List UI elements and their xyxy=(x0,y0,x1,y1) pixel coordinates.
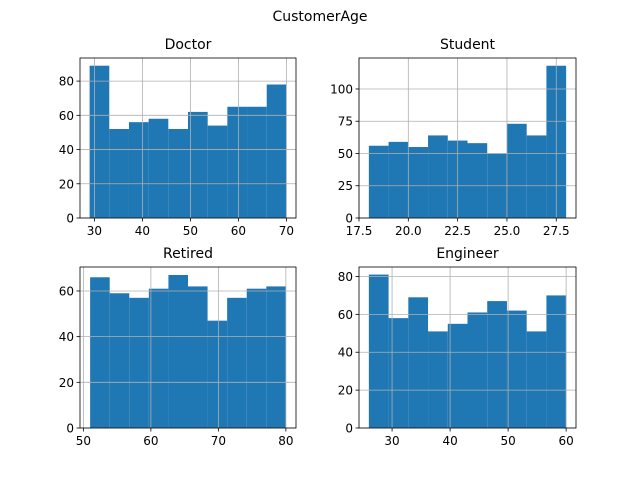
histogram-bar xyxy=(368,274,389,428)
x-tick-label: 50 xyxy=(76,434,91,448)
axes-frame xyxy=(79,57,297,219)
histogram-bar xyxy=(188,111,208,218)
histogram-bar xyxy=(148,288,169,428)
x-tick-label: 40 xyxy=(442,434,457,448)
y-tick-label: 20 xyxy=(59,177,74,191)
x-tick-label: 50 xyxy=(183,224,198,238)
histogram-bar xyxy=(89,65,110,218)
y-tick-label: 20 xyxy=(338,384,353,398)
histogram-bar xyxy=(90,277,110,428)
histogram-bar xyxy=(207,125,228,218)
axes-frame xyxy=(358,266,577,429)
y-tick-label: 0 xyxy=(345,212,353,226)
histogram-bar xyxy=(148,118,169,218)
y-tick-label: 80 xyxy=(59,75,74,89)
x-tick-label: 60 xyxy=(143,434,158,448)
histogram-bar xyxy=(506,123,527,218)
y-tick-label: 0 xyxy=(66,212,74,226)
histogram-bar xyxy=(408,297,429,428)
subplot-student: 17.5 20.0 22.5 25.0 27.5 0 25 50 75 100 Student xyxy=(330,37,577,238)
y-tick-label: 50 xyxy=(338,147,353,161)
subplot-engineer: 30 40 50 60 0 20 40 60 80 Engineer xyxy=(338,246,577,448)
histogram-bar xyxy=(266,84,287,218)
histogram-bar xyxy=(526,135,547,218)
y-tick-label: 40 xyxy=(59,330,74,344)
x-tick-label: 30 xyxy=(87,224,102,238)
histogram-bar xyxy=(428,331,448,428)
subplot-title: Doctor xyxy=(165,37,212,53)
y-tick-label: 60 xyxy=(59,284,74,298)
x-tick-label: 22.5 xyxy=(444,224,471,238)
subplot-doctor: 30 40 50 60 70 0 20 40 60 80 Doctor xyxy=(59,37,297,238)
x-tick-label: 60 xyxy=(558,434,573,448)
y-tick-label: 25 xyxy=(338,179,353,193)
figure-suptitle: CustomerAge xyxy=(272,9,367,25)
y-tick-label: 80 xyxy=(338,270,353,284)
subplot-title: Student xyxy=(440,37,496,53)
histogram-bar xyxy=(109,293,130,428)
histogram-bar xyxy=(368,145,389,218)
y-tick-label: 0 xyxy=(345,422,353,436)
histogram-bar xyxy=(227,106,248,218)
y-tick-label: 40 xyxy=(59,143,74,157)
histogram-bar xyxy=(128,122,149,218)
histogram-bar xyxy=(506,310,527,428)
y-tick-label: 60 xyxy=(59,109,74,123)
histogram-bar xyxy=(408,147,429,218)
histogram-bar xyxy=(168,274,188,428)
y-tick-label: 40 xyxy=(338,346,353,360)
x-tick-label: 70 xyxy=(279,224,294,238)
x-tick-label: 30 xyxy=(384,434,399,448)
histogram-bar xyxy=(246,288,267,428)
histogram-bar xyxy=(546,295,567,428)
histogram-bar xyxy=(526,331,547,428)
subplot-title: Engineer xyxy=(436,246,499,262)
histogram-bar xyxy=(388,141,409,218)
x-tick-label: 70 xyxy=(211,434,226,448)
y-tick-label: 60 xyxy=(338,308,353,322)
histogram-bar xyxy=(266,286,286,428)
histogram-bar xyxy=(129,297,149,428)
histogram-bar xyxy=(388,318,409,428)
x-tick-label: 60 xyxy=(231,224,246,238)
histogram-bar xyxy=(207,320,228,428)
axes-frame xyxy=(79,266,297,429)
histogram-bar xyxy=(188,286,208,428)
y-tick-label: 75 xyxy=(338,115,353,129)
histogram-bar xyxy=(227,297,247,428)
histogram-bar xyxy=(487,301,507,428)
subplot-title: Retired xyxy=(163,246,213,262)
x-tick-label: 50 xyxy=(500,434,515,448)
histogram-bar xyxy=(168,129,188,218)
histogram-bar xyxy=(467,312,488,428)
histogram-bar xyxy=(109,129,129,218)
x-tick-label: 40 xyxy=(135,224,150,238)
subplot-retired: 50 60 70 80 0 20 40 60 Retired xyxy=(59,246,297,448)
x-tick-label: 80 xyxy=(278,434,293,448)
y-tick-label: 100 xyxy=(330,82,353,96)
histogram-bar xyxy=(428,135,448,218)
x-tick-label: 27.5 xyxy=(543,224,570,238)
y-tick-label: 20 xyxy=(59,376,74,390)
x-tick-label: 17.5 xyxy=(346,224,373,238)
histogram-bar xyxy=(247,106,267,218)
histogram-bar xyxy=(447,323,468,428)
y-tick-label: 0 xyxy=(66,422,74,436)
x-tick-label: 20.0 xyxy=(395,224,422,238)
axes-frame xyxy=(358,57,577,219)
x-tick-label: 25.0 xyxy=(494,224,521,238)
histogram-bar xyxy=(467,143,488,218)
